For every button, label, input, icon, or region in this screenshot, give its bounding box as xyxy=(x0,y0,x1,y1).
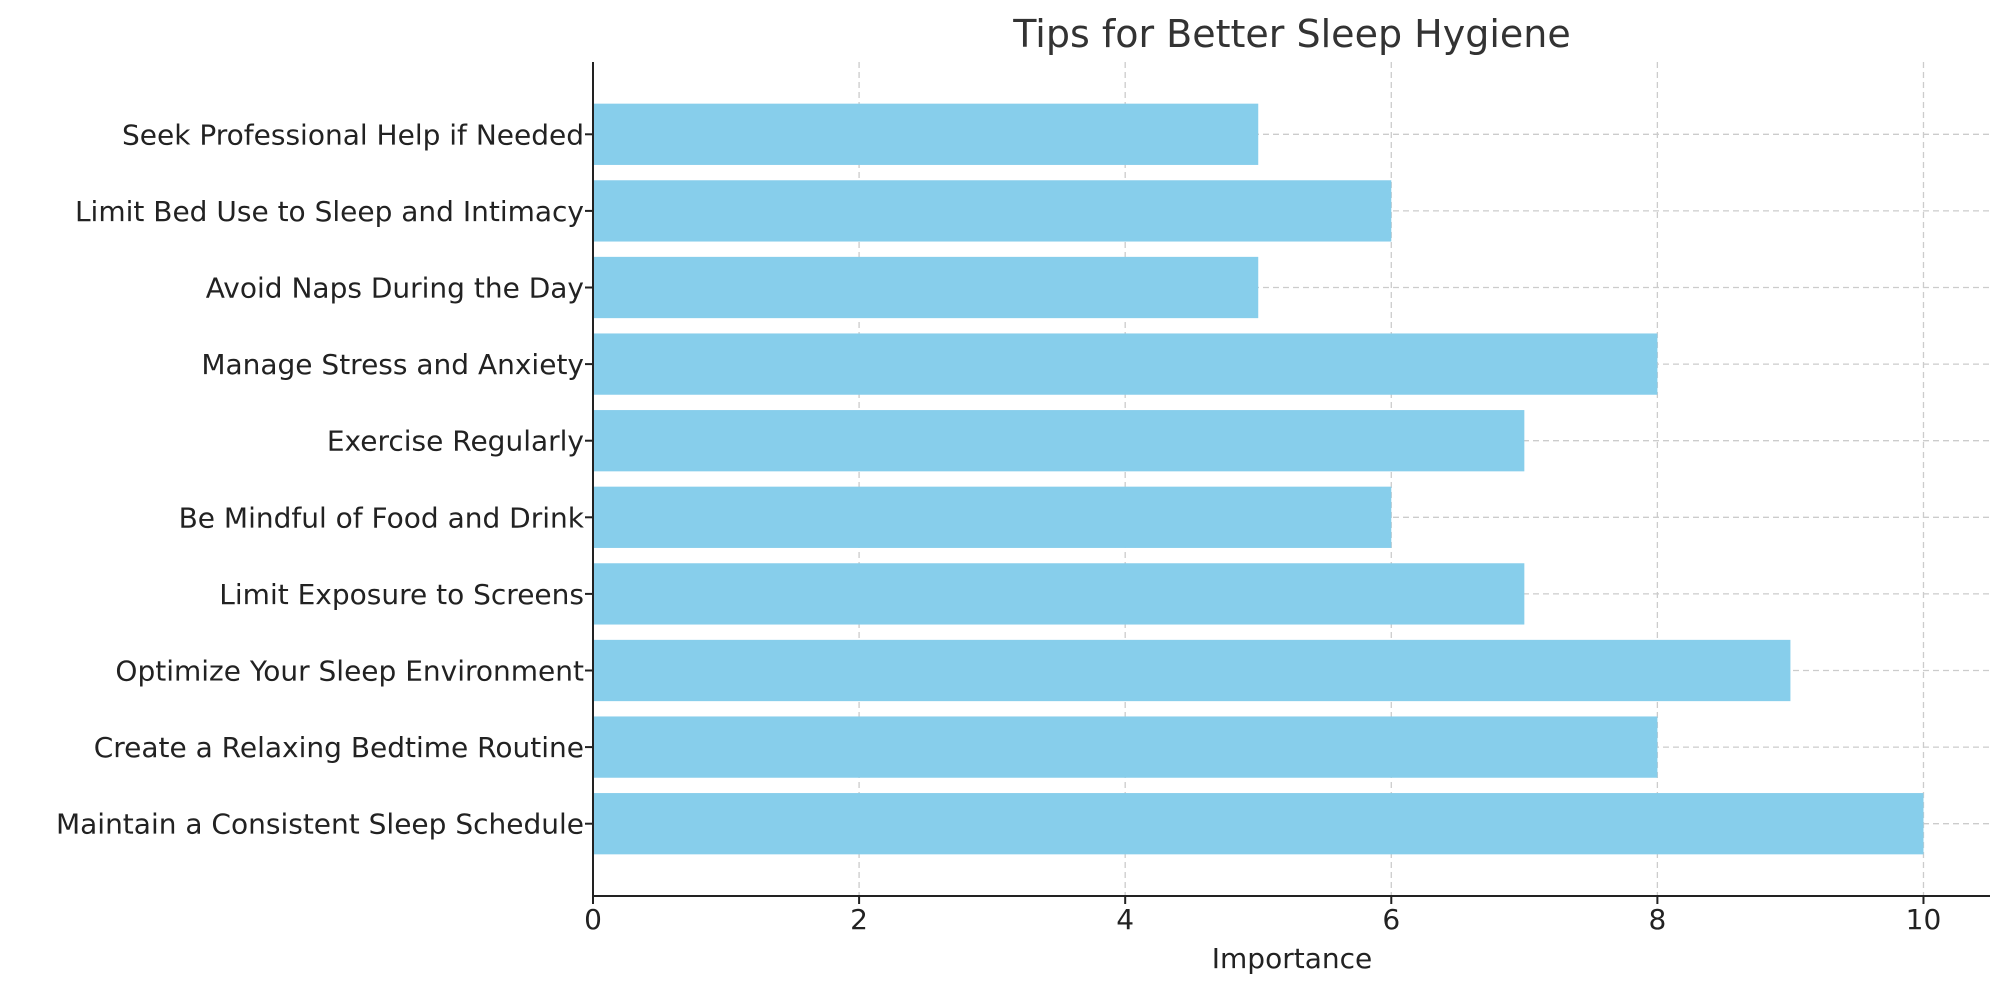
x-tick-label: 0 xyxy=(584,903,602,936)
axes-layer xyxy=(585,62,1990,904)
bar xyxy=(593,333,1658,395)
category-label: Be Mindful of Food and Drink xyxy=(179,501,585,534)
x-axis-label: Importance xyxy=(1212,942,1372,975)
bar xyxy=(593,180,1392,242)
category-label: Seek Professional Help if Needed xyxy=(122,118,584,151)
bar xyxy=(593,793,1924,855)
bar xyxy=(593,639,1791,702)
bar xyxy=(593,256,1259,319)
bar xyxy=(593,103,1259,165)
bars-layer xyxy=(593,103,1924,855)
category-label: Limit Exposure to Screens xyxy=(219,578,584,611)
labels-layer: 0 2 4 6 8 10 Maintain a Consistent Sleep Sched… xyxy=(56,118,1941,936)
bar xyxy=(593,563,1525,625)
chart-title: Tips for Better Sleep Hygiene xyxy=(1012,12,1570,56)
x-tick-label: 6 xyxy=(1382,903,1400,936)
category-label: Create a Relaxing Bedtime Routine xyxy=(94,731,584,764)
bar xyxy=(593,716,1658,778)
x-tick-label: 4 xyxy=(1116,903,1134,936)
category-label: Exercise Regularly xyxy=(327,425,584,458)
category-label: Limit Bed Use to Sleep and Intimacy xyxy=(75,195,584,228)
x-tick-label: 10 xyxy=(1906,903,1942,936)
category-label: Optimize Your Sleep Environment xyxy=(115,655,584,688)
x-tick-label: 8 xyxy=(1648,903,1666,936)
category-label: Manage Stress and Anxiety xyxy=(201,348,584,381)
bar xyxy=(593,486,1392,548)
bar xyxy=(593,410,1525,472)
x-tick-label: 2 xyxy=(850,903,868,936)
category-label: Avoid Naps During the Day xyxy=(206,272,584,305)
category-label: Maintain a Consistent Sleep Schedule xyxy=(56,808,584,841)
